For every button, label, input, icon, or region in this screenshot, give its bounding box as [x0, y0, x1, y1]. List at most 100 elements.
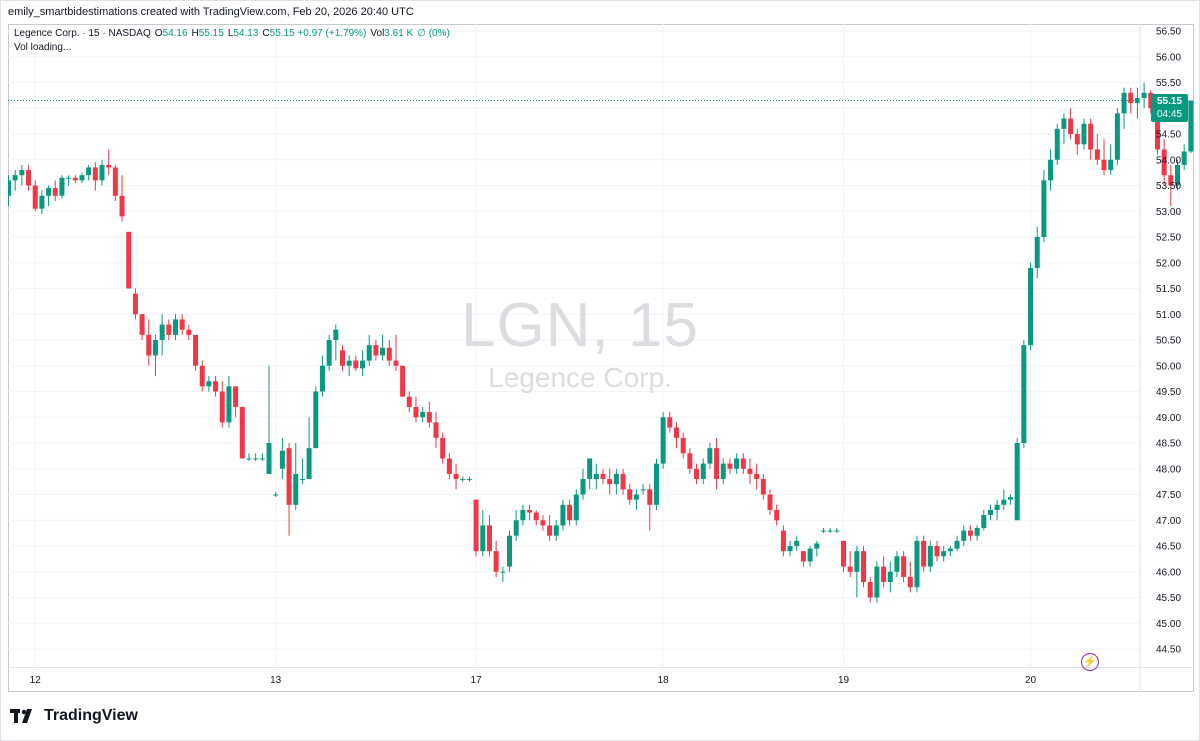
candle-body: [1181, 151, 1187, 165]
candle-body: [1068, 118, 1074, 134]
candle-body: [507, 535, 512, 567]
candle-body: [1034, 237, 1040, 268]
last-price-value: 55.15: [1156, 96, 1183, 107]
candle-body: [540, 520, 546, 526]
candle-body: [1088, 123, 1094, 150]
candle-body: [440, 437, 446, 459]
candle-body: [1074, 134, 1080, 145]
candle-body: [293, 473, 299, 505]
candle-body: [994, 504, 1000, 510]
candle-body: [340, 350, 345, 366]
legend-symbol[interactable]: Legence Corp. · 15 · NASDAQ: [14, 28, 151, 39]
candle-body: [967, 530, 973, 536]
candle-body: [647, 489, 653, 505]
candle-body: [360, 360, 366, 369]
candle-body: [1101, 159, 1107, 171]
candle-body: [1114, 113, 1120, 160]
price-tick-label: 47.00: [1156, 516, 1181, 527]
candle-body: [380, 347, 386, 356]
volume-loading-text: Vol loading...: [14, 42, 72, 53]
time-tick-label: 19: [838, 675, 850, 686]
candle-body: [199, 365, 205, 387]
candle-body: [1148, 92, 1154, 109]
candle-body: [106, 164, 112, 168]
candle-body: [426, 412, 432, 423]
candle-body: [246, 458, 252, 460]
price-tick-label: 45.00: [1156, 619, 1181, 630]
candle-body: [299, 479, 305, 481]
candle-body: [319, 365, 325, 392]
price-tick-label: 45.50: [1156, 593, 1181, 604]
candle-body: [573, 494, 579, 521]
ohlc-legend: Legence Corp. · 15 · NASDAQ O54.16 H55.1…: [14, 28, 450, 39]
candle-body: [1168, 175, 1174, 186]
candle-body: [747, 468, 753, 474]
price-tick-label: 50.50: [1156, 336, 1181, 347]
lightning-icon[interactable]: ⚡: [1081, 653, 1099, 671]
candle-body: [1094, 149, 1100, 160]
legend-low-value: 54.13: [233, 28, 259, 39]
candle-body: [1121, 92, 1127, 114]
candle-body: [146, 334, 152, 356]
candle-body: [353, 360, 359, 369]
candle-body: [8, 180, 11, 196]
candle-body: [780, 530, 786, 552]
axes: 44.50 45.00 45.50 46.00 46.50 47.00 47.50 48.00…: [8, 24, 1194, 692]
last-price-badge: 55.15 04:45: [1151, 94, 1188, 122]
candle-body: [12, 175, 18, 181]
candle-body: [841, 540, 846, 567]
candle-body: [1188, 100, 1194, 152]
candle-body: [286, 448, 292, 505]
candle-body: [653, 463, 659, 505]
candle-body: [386, 347, 392, 361]
candle-body: [400, 365, 406, 397]
candle-body: [66, 177, 72, 179]
candle-body: [553, 525, 559, 536]
price-tick-label: 50.00: [1156, 361, 1181, 372]
candle-body: [119, 195, 125, 217]
candle-body: [627, 489, 633, 500]
tradingview-logo: TradingView: [10, 707, 138, 725]
candle-body: [887, 571, 893, 583]
candle-body: [707, 448, 713, 464]
candle-body: [1021, 345, 1027, 443]
candle-body: [279, 450, 285, 469]
candle-body: [927, 546, 933, 567]
price-tick-label: 49.50: [1156, 387, 1181, 398]
candle-body: [587, 458, 593, 480]
candle-body: [907, 576, 913, 588]
candle-body: [420, 412, 426, 418]
candle-body: [567, 504, 573, 521]
price-tick-label: 47.50: [1156, 490, 1181, 501]
price-tick-label: 56.00: [1156, 52, 1181, 63]
candle-body: [473, 499, 479, 552]
candlestick-chart[interactable]: 44.50 45.00 45.50 46.00 46.50 47.00 47.50 48.00…: [8, 24, 1194, 692]
candle-body: [132, 293, 138, 315]
legend-volume-value: 3.61 K: [384, 28, 414, 39]
candle-body: [239, 406, 245, 459]
price-tick-label: 48.50: [1156, 439, 1181, 450]
candle-body: [787, 546, 793, 552]
candle-body: [1141, 92, 1147, 98]
candle-body: [460, 479, 466, 481]
candle-body: [453, 473, 459, 480]
chart-area[interactable]: [8, 24, 1194, 692]
candle-body: [333, 329, 339, 340]
candle-body: [193, 334, 199, 366]
candle-body: [1134, 97, 1140, 104]
candle-body: [694, 468, 700, 480]
legend-high-value: 55.15: [198, 28, 224, 39]
candle-body: [413, 406, 419, 418]
candle-body: [233, 386, 239, 407]
candle-body: [814, 543, 820, 549]
price-tick-label: 51.50: [1156, 284, 1181, 295]
candle-body: [854, 551, 860, 572]
time-tick-label: 12: [30, 675, 42, 686]
candle-body: [1041, 180, 1047, 237]
candle-body: [894, 556, 900, 572]
candle-body: [393, 360, 399, 366]
candle-body: [613, 473, 619, 485]
candle-body: [1048, 159, 1054, 181]
candle-body: [1108, 159, 1114, 171]
candle-body: [767, 494, 773, 510]
